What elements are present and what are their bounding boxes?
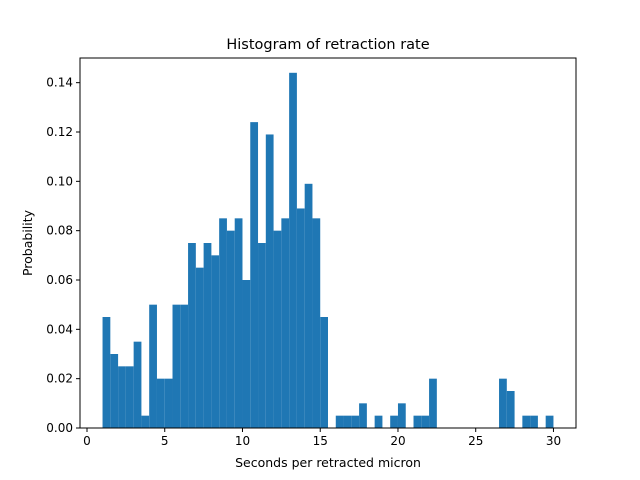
y-tick-label: 0.10: [46, 174, 73, 188]
histogram-bar: [226, 230, 235, 428]
histogram-bar: [312, 218, 321, 428]
histogram-bar: [234, 218, 243, 428]
histogram-bar: [522, 415, 531, 428]
histogram-bar: [335, 415, 344, 428]
histogram-bar: [421, 415, 430, 428]
chart-title: Histogram of retraction rate: [226, 37, 429, 53]
histogram-bar: [180, 304, 189, 428]
y-tick-label: 0.04: [46, 322, 73, 336]
x-axis-ticks: 0 5 10 15 20 25 30: [83, 428, 561, 448]
histogram-bar: [429, 378, 437, 428]
histogram-bar: [413, 415, 422, 428]
x-tick-label: 15: [313, 434, 328, 448]
histogram-bar: [133, 341, 142, 428]
histogram-bar: [156, 378, 165, 428]
y-tick-label: 0.14: [46, 76, 73, 90]
histogram-bar: [250, 122, 259, 428]
x-tick-label: 30: [546, 434, 561, 448]
histogram-bar: [506, 391, 515, 428]
y-tick-label: 0.06: [46, 273, 73, 287]
histogram-bar: [172, 304, 181, 428]
y-axis-ticks: 0.00 0.02 0.04 0.06 0.08 0.10 0.12 0.14: [46, 76, 80, 435]
histogram-bar: [118, 366, 126, 428]
histogram-bar: [102, 317, 111, 428]
histogram-bar: [141, 415, 150, 428]
histogram-bar: [242, 280, 251, 428]
y-axis-label: Probability: [20, 209, 35, 276]
x-axis-label: Seconds per retracted micron: [235, 455, 421, 470]
histogram-bar: [296, 208, 305, 428]
histogram-bar: [374, 415, 383, 428]
x-tick-label: 0: [83, 434, 91, 448]
histogram-bar: [304, 183, 313, 428]
histogram-bar: [258, 243, 266, 428]
histogram-bar: [125, 366, 134, 428]
histogram-bar: [397, 403, 406, 428]
histogram-bar: [110, 354, 119, 428]
histogram-bar: [351, 415, 360, 428]
histogram-bar: [211, 255, 220, 428]
x-tick-label: 10: [235, 434, 250, 448]
histogram-bar: [164, 378, 173, 428]
histogram-bar: [359, 403, 367, 428]
histogram-bar: [530, 415, 538, 428]
histogram-bar: [343, 415, 352, 428]
histogram-bar: [203, 243, 212, 428]
y-tick-label: 0.00: [46, 421, 73, 435]
histogram-bar: [390, 415, 398, 428]
histogram-bar: [188, 243, 196, 428]
histogram-bar: [195, 267, 204, 428]
histogram-bar: [273, 230, 282, 428]
histogram-bar: [149, 304, 157, 428]
histogram-bar: [499, 378, 507, 428]
x-tick-label: 5: [161, 434, 169, 448]
histogram-bar: [281, 218, 290, 428]
histogram-bar: [320, 317, 328, 428]
bars-group: [102, 72, 554, 429]
y-tick-label: 0.08: [46, 224, 73, 238]
histogram-bar: [545, 415, 554, 428]
y-tick-label: 0.12: [46, 125, 73, 139]
histogram-bar: [289, 72, 297, 429]
histogram-bar: [265, 134, 274, 428]
y-tick-label: 0.02: [46, 372, 73, 386]
plot-frame: [79, 57, 577, 429]
histogram-bar: [219, 218, 227, 428]
x-tick-label: 25: [468, 434, 483, 448]
x-tick-label: 20: [390, 434, 405, 448]
